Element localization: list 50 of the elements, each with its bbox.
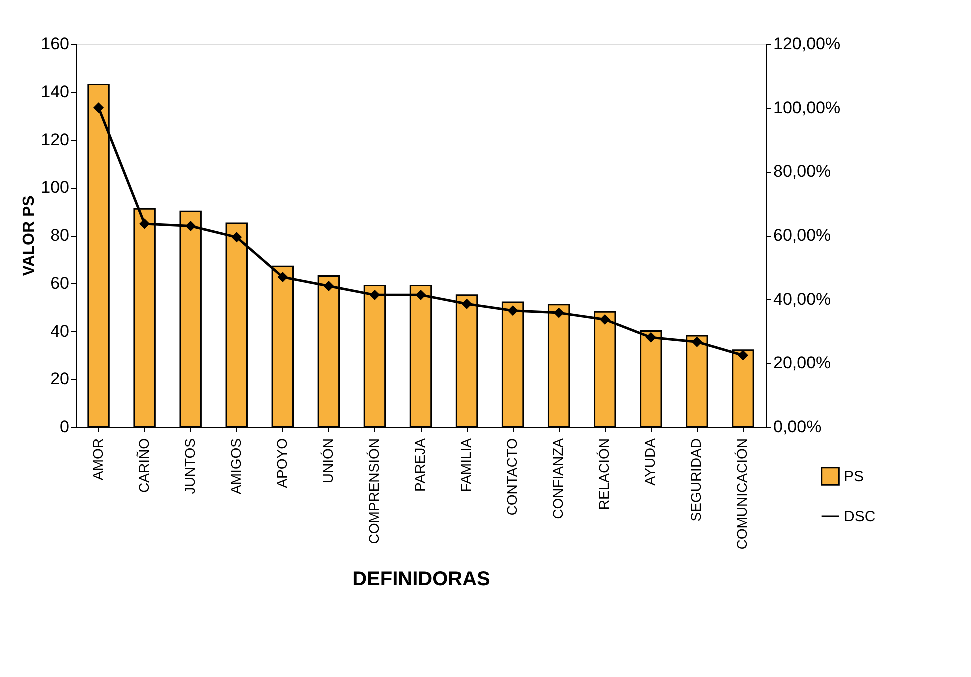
y-tick-label: 100 bbox=[41, 178, 70, 198]
x-axis-title: DEFINIDORAS bbox=[352, 568, 490, 591]
y-tick-label: 80 bbox=[50, 226, 70, 245]
y2-tick-label: 60,00% bbox=[774, 226, 832, 245]
y-tick-label: 140 bbox=[41, 82, 70, 102]
x-tick-label: APOYO bbox=[274, 438, 290, 488]
y-tick-label: 20 bbox=[50, 370, 70, 389]
point bbox=[508, 306, 518, 316]
point bbox=[278, 272, 288, 283]
point bbox=[600, 314, 610, 326]
x-tick-label: PAREJA bbox=[412, 438, 428, 492]
x-tick-label: UNIÓN bbox=[320, 438, 336, 484]
y-axis-title: VALOR PS bbox=[21, 195, 38, 276]
x-tick-label: AMIGOS bbox=[228, 438, 244, 495]
x-tick-label: COMUNICACIÓN bbox=[734, 438, 750, 550]
y-tick-label: 60 bbox=[50, 274, 70, 293]
x-tick-label: CONFIANZA bbox=[550, 438, 566, 520]
y-tick-label: 40 bbox=[50, 322, 70, 341]
y2-tick-label: 100,00% bbox=[774, 98, 841, 118]
y-tick-label: 160 bbox=[41, 34, 70, 54]
x-tick-label: COMPRENSIÓN bbox=[366, 438, 382, 544]
point bbox=[324, 281, 334, 292]
x-tick-label: RELACIÓN bbox=[596, 438, 612, 510]
y2-tick-label: 120,00% bbox=[774, 34, 841, 54]
point bbox=[646, 332, 656, 343]
y2-tick-label: 40,00% bbox=[774, 290, 832, 309]
legend-label: DSC bbox=[844, 508, 876, 526]
y-tick-label: 0 bbox=[60, 418, 70, 436]
x-tick-label: AYUDA bbox=[642, 438, 658, 486]
point bbox=[186, 221, 196, 232]
point bbox=[370, 290, 380, 300]
y-tick-label: 120 bbox=[41, 130, 70, 150]
point bbox=[232, 232, 242, 243]
x-tick-label: FAMILIA bbox=[458, 438, 474, 492]
point bbox=[692, 336, 702, 348]
point bbox=[140, 218, 150, 230]
point bbox=[416, 290, 426, 300]
point bbox=[738, 350, 748, 361]
y2-tick-label: 20,00% bbox=[774, 354, 832, 373]
point bbox=[554, 308, 564, 318]
x-tick-label: SEGURIDAD bbox=[688, 438, 704, 522]
point bbox=[462, 298, 472, 310]
legend-label: PS bbox=[844, 468, 864, 486]
x-tick-label: JUNTOS bbox=[182, 438, 198, 494]
y2-tick-label: 0,00% bbox=[774, 418, 822, 436]
point bbox=[94, 102, 104, 114]
x-tick-label: CARIÑO bbox=[136, 438, 152, 493]
x-tick-label: AMOR bbox=[90, 438, 106, 480]
x-tick-label: CONTACTO bbox=[504, 438, 520, 516]
y2-tick-label: 80,00% bbox=[774, 162, 832, 182]
